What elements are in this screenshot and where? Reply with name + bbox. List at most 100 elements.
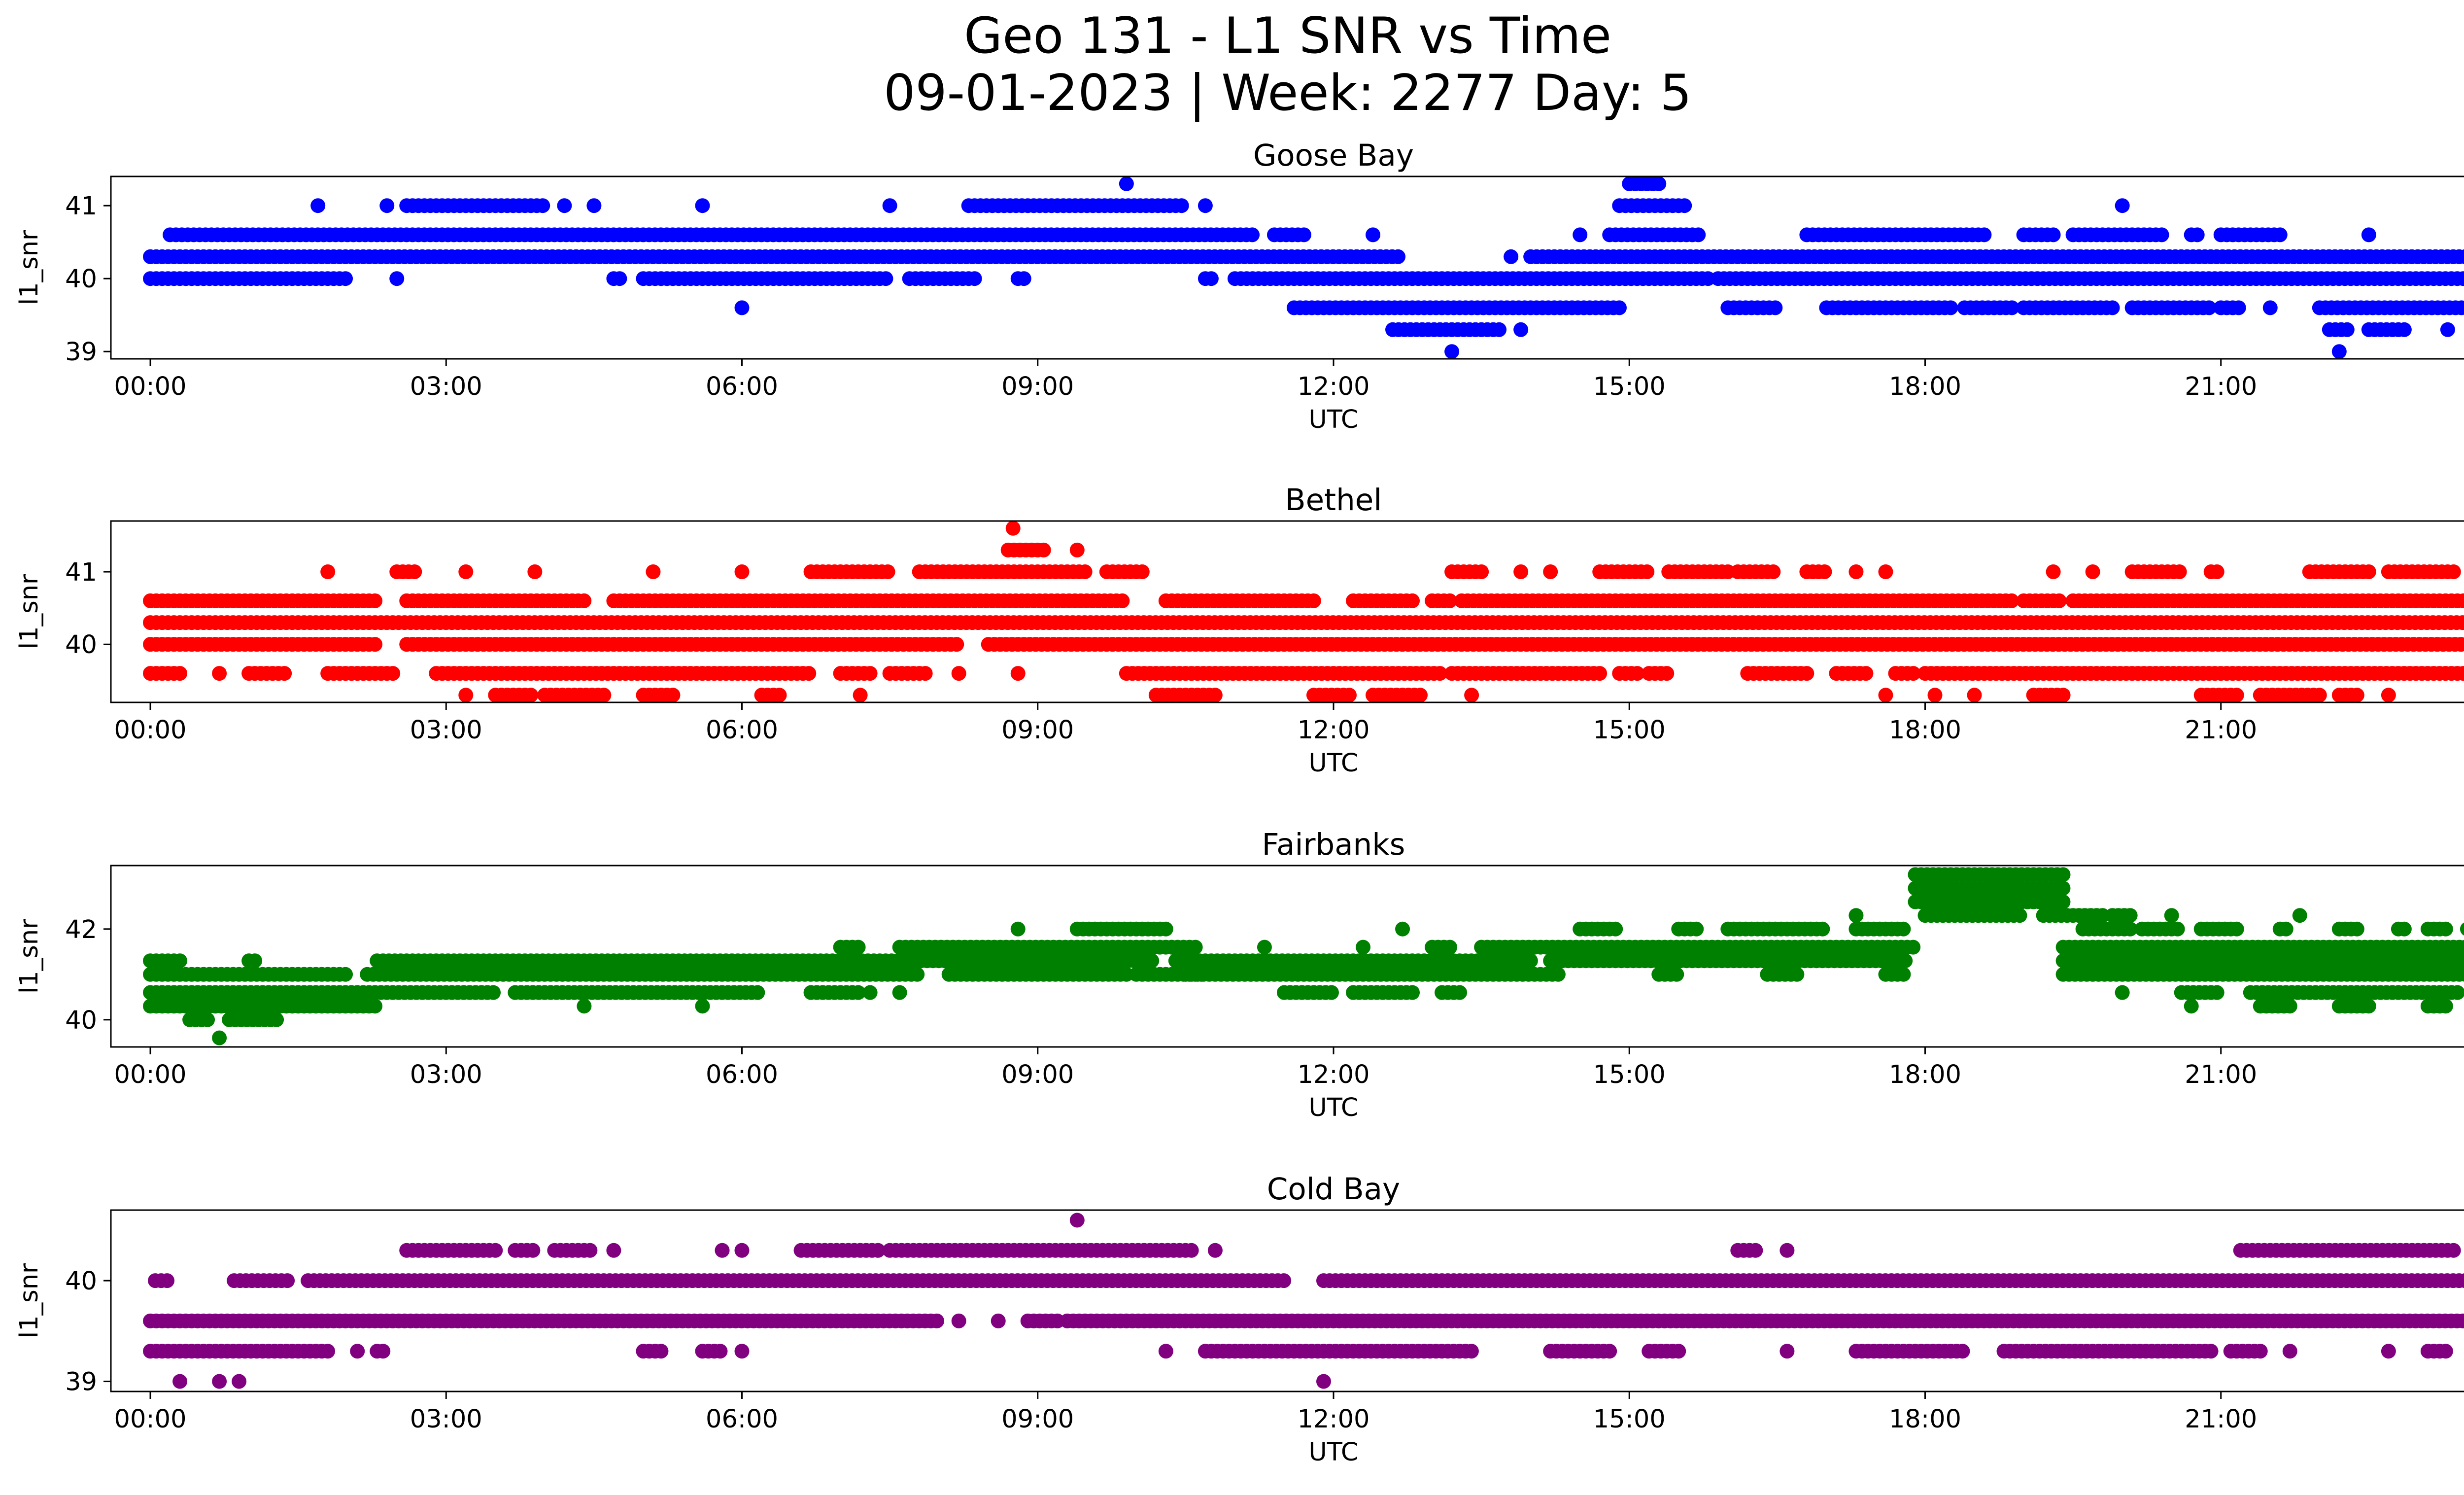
data-point xyxy=(368,999,383,1014)
data-point xyxy=(2055,867,2071,882)
data-point xyxy=(1878,688,1893,703)
data-point xyxy=(280,1273,295,1288)
data-point xyxy=(2164,908,2179,923)
data-point xyxy=(2460,922,2464,936)
data-point xyxy=(172,953,188,969)
data-point xyxy=(1474,564,1489,580)
data-point xyxy=(1366,227,1381,243)
data-point xyxy=(1927,688,1943,703)
data-point xyxy=(1848,564,1864,580)
data-point xyxy=(2282,999,2297,1014)
data-point xyxy=(2312,688,2327,703)
data-point xyxy=(385,666,401,681)
data-point xyxy=(172,666,188,681)
data-point xyxy=(1669,967,1684,982)
data-point xyxy=(2361,564,2376,580)
data-point xyxy=(1115,593,1130,608)
data-point xyxy=(2172,564,2187,580)
data-point xyxy=(2229,688,2244,703)
data-point xyxy=(967,271,982,286)
data-point xyxy=(1207,688,1223,703)
data-point xyxy=(320,564,336,580)
data-point xyxy=(160,1273,175,1288)
data-point xyxy=(851,939,866,955)
data-point xyxy=(1799,666,1814,681)
data-point xyxy=(1573,227,1588,243)
data-point xyxy=(577,593,592,608)
data-point xyxy=(2381,688,2396,703)
data-point xyxy=(2446,1243,2461,1258)
data-point xyxy=(606,1243,621,1258)
data-point xyxy=(2438,999,2453,1014)
data-point xyxy=(2012,908,2027,923)
subplot-3: 00:00 03:00 06:00 09:00 12:00 15:00 18:00 21:00… xyxy=(15,1172,2464,1467)
x-tick-label: 18:00 xyxy=(1889,372,1961,401)
data-point xyxy=(577,999,592,1014)
data-point xyxy=(2396,322,2412,337)
data-point xyxy=(1276,1273,1292,1288)
data-point xyxy=(2209,985,2224,1000)
data-point xyxy=(1780,1243,1795,1258)
data-point xyxy=(951,666,966,681)
data-point xyxy=(2231,300,2246,315)
y-axis-label: l1_snr xyxy=(15,919,44,994)
data-point xyxy=(2459,637,2464,652)
data-point xyxy=(2331,344,2347,359)
data-point xyxy=(862,666,878,681)
data-point xyxy=(2446,564,2461,580)
data-point xyxy=(389,271,405,286)
data-point xyxy=(2052,593,2067,608)
data-point xyxy=(368,637,383,652)
data-point xyxy=(200,1012,215,1027)
data-point xyxy=(665,688,681,703)
data-point xyxy=(646,564,661,580)
data-point xyxy=(2349,921,2364,937)
x-tick-label: 18:00 xyxy=(1889,716,1961,745)
data-point xyxy=(1768,300,1783,315)
data-point xyxy=(1815,921,1830,937)
x-tick-label: 06:00 xyxy=(706,1060,778,1089)
data-point xyxy=(1513,322,1529,337)
data-point xyxy=(2105,300,2120,315)
data-point xyxy=(1608,921,1623,937)
subplot-title: Bethel xyxy=(1285,483,1382,518)
data-point xyxy=(1036,542,1051,557)
data-point xyxy=(892,985,907,1000)
data-point xyxy=(458,564,474,580)
data-point xyxy=(2115,985,2130,1000)
x-tick-label: 21:00 xyxy=(2185,372,2257,401)
x-tick-label: 03:00 xyxy=(410,1060,482,1089)
data-point xyxy=(338,967,353,982)
y-tick-label: 39 xyxy=(65,338,97,367)
data-point xyxy=(1119,176,1134,191)
data-point xyxy=(2292,908,2307,923)
data-point xyxy=(2461,617,2464,629)
x-tick-label: 12:00 xyxy=(1298,1060,1370,1089)
data-point xyxy=(1659,666,1675,681)
data-point xyxy=(2190,227,2205,243)
data-point xyxy=(1405,593,1420,608)
data-point xyxy=(734,1243,750,1258)
data-point xyxy=(2004,593,2019,608)
data-point xyxy=(486,985,501,1000)
data-point xyxy=(1943,300,1958,315)
data-point xyxy=(2170,921,2185,937)
data-point xyxy=(918,666,933,681)
subplot-2: 00:00 03:00 06:00 09:00 12:00 15:00 18:00 21:00… xyxy=(15,827,2464,1122)
data-point xyxy=(247,953,263,969)
data-point xyxy=(853,688,868,703)
figure-title: Geo 131 - L1 SNR vs Time 09-01-2023 | We… xyxy=(0,7,2464,121)
data-point xyxy=(1203,271,1219,286)
data-point xyxy=(212,666,227,681)
data-point xyxy=(379,198,395,213)
data-point xyxy=(1858,666,1874,681)
data-point xyxy=(1413,688,1428,703)
data-point xyxy=(2455,615,2464,630)
data-point xyxy=(2349,688,2364,703)
data-point xyxy=(1523,953,1538,969)
data-point xyxy=(458,688,474,703)
scatter-series xyxy=(143,176,2464,359)
data-point xyxy=(2115,198,2130,213)
data-point xyxy=(612,271,627,286)
